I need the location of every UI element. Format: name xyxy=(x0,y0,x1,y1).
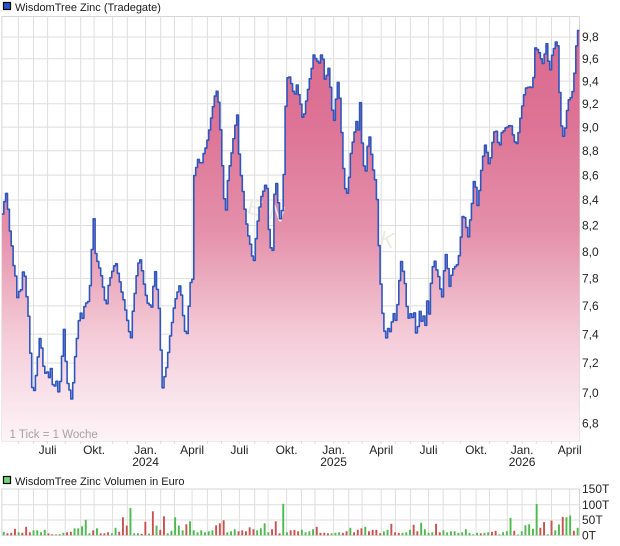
svg-text:N: N xyxy=(266,199,287,227)
svg-text:9,0: 9,0 xyxy=(582,120,599,134)
svg-text:Jan.: Jan. xyxy=(511,443,534,457)
svg-text:7,6: 7,6 xyxy=(582,299,599,313)
svg-text:1 Tick = 1 Woche: 1 Tick = 1 Woche xyxy=(10,429,98,441)
svg-text:8,6: 8,6 xyxy=(582,168,599,182)
svg-text:2026: 2026 xyxy=(509,455,536,469)
svg-text:Juli: Juli xyxy=(230,443,248,457)
svg-text:150T: 150T xyxy=(582,482,610,496)
svg-text:7,2: 7,2 xyxy=(582,356,599,370)
svg-text:7,4: 7,4 xyxy=(582,327,599,341)
svg-text:9,6: 9,6 xyxy=(582,52,599,66)
svg-text:2025: 2025 xyxy=(320,455,347,469)
svg-text:April: April xyxy=(369,443,393,457)
svg-text:WisdomTree Zinc Volumen in Eur: WisdomTree Zinc Volumen in Euro xyxy=(15,476,185,488)
svg-text:8,2: 8,2 xyxy=(582,219,599,233)
svg-text:Jan.: Jan. xyxy=(134,443,157,457)
svg-text:April: April xyxy=(558,443,582,457)
svg-text:0T: 0T xyxy=(582,529,597,543)
svg-text:6,8: 6,8 xyxy=(582,417,599,431)
svg-text:K: K xyxy=(377,226,398,254)
svg-text:2024: 2024 xyxy=(132,455,159,469)
svg-text:Okt.: Okt. xyxy=(83,443,105,457)
svg-text:9,8: 9,8 xyxy=(582,30,599,44)
svg-text:Okt.: Okt. xyxy=(276,443,298,457)
svg-text:8,4: 8,4 xyxy=(582,193,599,207)
svg-text:Juli: Juli xyxy=(39,443,57,457)
svg-text:100T: 100T xyxy=(582,498,610,512)
svg-text:April: April xyxy=(180,443,204,457)
svg-text:WisdomTree Zinc (Tradegate): WisdomTree Zinc (Tradegate) xyxy=(15,2,161,14)
svg-text:9,2: 9,2 xyxy=(582,97,599,111)
svg-text:7,8: 7,8 xyxy=(582,272,599,286)
svg-text:8,0: 8,0 xyxy=(582,245,599,259)
svg-text:50T: 50T xyxy=(582,513,603,527)
svg-text:8,8: 8,8 xyxy=(582,144,599,158)
svg-text:Okt.: Okt. xyxy=(465,443,487,457)
svg-text:Jan.: Jan. xyxy=(322,443,345,457)
svg-text:9,4: 9,4 xyxy=(582,74,599,88)
svg-text:7,0: 7,0 xyxy=(582,386,599,400)
svg-text:Juli: Juli xyxy=(419,443,437,457)
